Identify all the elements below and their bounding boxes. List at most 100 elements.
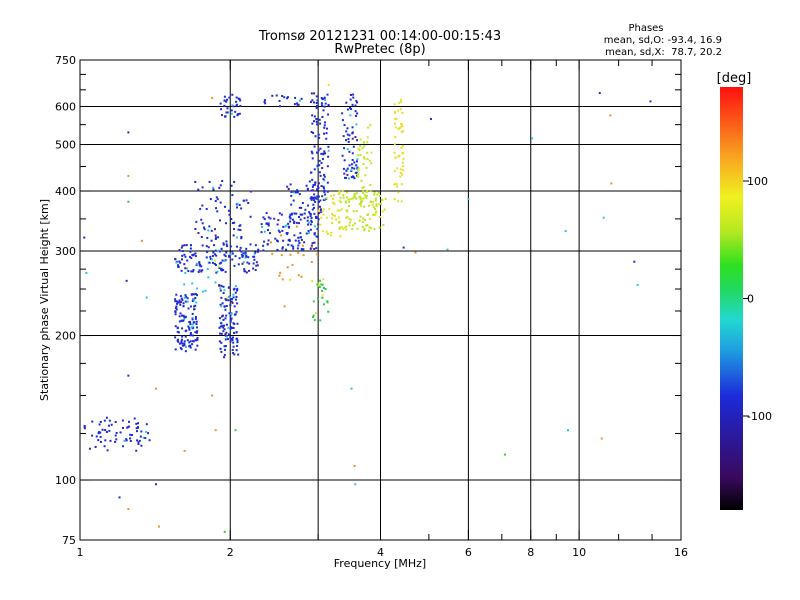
data-point (109, 439, 112, 442)
data-point (310, 196, 313, 199)
data-point (125, 438, 128, 441)
data-point (305, 184, 308, 187)
data-point (223, 305, 226, 308)
chart-subtitle: RwPretec (8p) (334, 42, 425, 57)
data-point (253, 255, 256, 258)
data-point (216, 210, 219, 213)
data-point (196, 330, 199, 333)
data-point (218, 317, 221, 320)
data-point (196, 336, 199, 339)
data-point (176, 302, 179, 305)
data-point (236, 322, 239, 325)
data-point (266, 243, 269, 246)
data-point (298, 206, 301, 209)
data-point (317, 218, 320, 221)
data-point (192, 268, 195, 271)
data-point (187, 270, 190, 273)
data-point (125, 279, 128, 282)
data-point (300, 275, 303, 278)
data-point (323, 105, 326, 108)
data-point (234, 285, 237, 288)
data-point (346, 108, 349, 111)
data-point (280, 234, 283, 237)
data-point (363, 205, 366, 208)
data-point (119, 431, 122, 434)
data-point (365, 166, 368, 169)
data-point (287, 188, 290, 191)
data-point (222, 243, 225, 246)
data-point (247, 256, 250, 259)
data-point (223, 324, 226, 327)
data-point (362, 190, 365, 193)
data-point (314, 183, 317, 186)
data-point (188, 321, 191, 324)
data-point (351, 197, 354, 200)
data-point (312, 203, 315, 206)
data-point (230, 109, 233, 112)
data-point (289, 183, 292, 186)
data-point (97, 439, 100, 442)
data-point (317, 200, 320, 203)
data-point (179, 347, 182, 350)
data-point (315, 95, 318, 98)
data-point (373, 227, 376, 230)
data-point (311, 315, 314, 318)
data-point (235, 206, 238, 209)
data-point (363, 194, 366, 197)
data-point (240, 253, 243, 256)
data-point (357, 154, 360, 157)
data-point (300, 238, 303, 241)
data-point (363, 157, 366, 160)
data-point (194, 331, 197, 334)
data-point (129, 437, 132, 440)
data-point (354, 483, 357, 486)
data-point (360, 204, 363, 207)
data-point (223, 253, 226, 256)
data-point (236, 344, 239, 347)
data-point (232, 296, 235, 299)
data-point (298, 99, 301, 102)
data-point (261, 225, 264, 228)
data-point (337, 216, 340, 219)
data-point (233, 313, 236, 316)
data-point (354, 193, 357, 196)
data-point (315, 106, 318, 109)
data-point (175, 293, 178, 296)
data-point (275, 94, 278, 97)
data-point (281, 94, 284, 97)
data-point (228, 96, 231, 99)
data-point (292, 191, 295, 194)
data-point (361, 225, 364, 228)
data-point (217, 265, 220, 268)
data-point (373, 213, 376, 216)
data-point (189, 247, 192, 250)
data-point (219, 332, 222, 335)
data-point (309, 215, 312, 218)
data-point (231, 104, 234, 107)
data-point (352, 96, 355, 99)
data-point (396, 200, 399, 203)
colorbar-unit: [deg] (717, 71, 752, 86)
data-point (356, 101, 359, 104)
data-point (304, 208, 307, 211)
data-point (195, 339, 198, 342)
data-point (178, 249, 181, 252)
data-point (346, 210, 349, 213)
data-point (358, 219, 361, 222)
data-point (202, 290, 205, 293)
data-point (327, 104, 330, 107)
data-point (325, 132, 328, 135)
data-point (323, 189, 326, 192)
data-point (564, 230, 567, 233)
data-point (324, 193, 327, 196)
data-point (324, 288, 327, 291)
data-point (353, 464, 356, 467)
data-point (180, 340, 183, 343)
data-point (366, 224, 369, 227)
data-point (316, 164, 319, 167)
data-point (230, 112, 233, 115)
data-point (322, 198, 325, 201)
data-point (313, 199, 316, 202)
data-point (346, 167, 349, 170)
data-point (313, 212, 316, 215)
